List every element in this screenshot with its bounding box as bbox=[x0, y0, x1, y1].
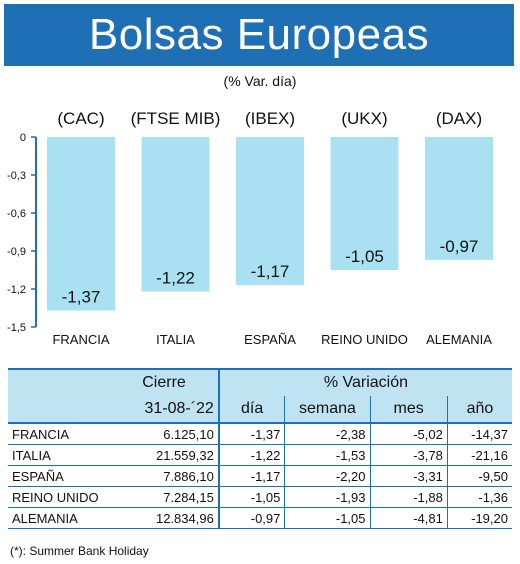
ano-cell: -1,36 bbox=[446, 486, 512, 508]
cierre-cell: 12.834,96 bbox=[110, 507, 219, 529]
bar bbox=[425, 137, 493, 260]
dia-cell: -1,22 bbox=[217, 444, 285, 466]
ano-cell: -14,37 bbox=[446, 423, 512, 445]
table-row: REINO UNIDO 7.284,15 -1,05 -1,93 -1,88 -1,36 bbox=[8, 486, 512, 508]
data-table-wrapper: Cierre % Variación 31-08-´22 día semana … bbox=[8, 368, 512, 529]
y-tick-label: -1,2 bbox=[7, 284, 26, 296]
semana-cell: -2,20 bbox=[284, 465, 371, 487]
empty-header-cell bbox=[8, 368, 111, 396]
bar bbox=[330, 137, 399, 270]
row-name: REINO UNIDO bbox=[8, 486, 111, 508]
value-label: -1,05 bbox=[345, 247, 384, 266]
semana-cell: -2,38 bbox=[284, 423, 371, 445]
mes-cell: -5,02 bbox=[369, 423, 448, 445]
semana-cell: -1,93 bbox=[284, 486, 371, 508]
y-tick-label: 0 bbox=[20, 132, 26, 144]
category-label: FRANCIA bbox=[52, 332, 109, 347]
index-label: (FTSE MIB) bbox=[131, 109, 221, 128]
table-row: ALEMANIA 12.834,96 -0,97 -1,05 -4,81 -19,20 bbox=[8, 507, 512, 529]
table-row: FRANCIA 6.125,10 -1,37 -2,38 -5,02 -14,37 bbox=[8, 423, 512, 445]
ano-cell: -19,20 bbox=[446, 507, 512, 529]
col-header-semana: semana bbox=[284, 396, 371, 424]
col-header-mes: mes bbox=[369, 396, 448, 424]
table-body: FRANCIA 6.125,10 -1,37 -2,38 -5,02 -14,37 ITAL… bbox=[8, 423, 512, 529]
row-name: ALEMANIA bbox=[8, 507, 111, 529]
cierre-cell: 7.284,15 bbox=[110, 486, 219, 508]
mes-cell: -4,81 bbox=[369, 507, 448, 529]
row-name: ESPAÑA bbox=[8, 465, 111, 487]
value-label: -0,97 bbox=[440, 237, 479, 256]
row-name: ITALIA bbox=[8, 444, 111, 466]
y-tick-label: -0,3 bbox=[7, 170, 26, 182]
footnote: (*): Summer Bank Holiday bbox=[10, 544, 149, 558]
table-row: ITALIA 21.559,32 -1,22 -1,53 -3,78 -21,16 bbox=[8, 444, 512, 466]
cierre-cell: 6.125,10 bbox=[110, 423, 219, 445]
dia-cell: -1,05 bbox=[217, 486, 285, 508]
value-label: -1,37 bbox=[62, 288, 101, 307]
variacion-group-header: % Variación bbox=[217, 368, 512, 396]
col-header-dia: día bbox=[217, 396, 285, 424]
semana-cell: -1,05 bbox=[284, 507, 371, 529]
cierre-cell: 7.886,10 bbox=[110, 465, 219, 487]
semana-cell: -1,53 bbox=[284, 444, 371, 466]
table-row: ESPAÑA 7.886,10 -1,17 -2,20 -3,31 -9,50 bbox=[8, 465, 512, 487]
chart-subtitle: (% Var. día) bbox=[223, 73, 297, 89]
index-label: (UKX) bbox=[341, 109, 387, 128]
category-label: ITALIA bbox=[156, 332, 195, 347]
bar bbox=[47, 137, 115, 311]
row-name: FRANCIA bbox=[8, 423, 111, 445]
page-title: Bolsas Europeas bbox=[88, 10, 430, 59]
y-tick-label: -0,6 bbox=[7, 208, 26, 220]
y-tick-label: -1,5 bbox=[7, 322, 26, 334]
dia-cell: -0,97 bbox=[217, 507, 285, 529]
data-table: Cierre % Variación 31-08-´22 día semana … bbox=[8, 368, 512, 529]
dia-cell: -1,37 bbox=[217, 423, 285, 445]
table-column-header-row: 31-08-´22 día semana mes año bbox=[8, 396, 512, 424]
index-label: (CAC) bbox=[57, 109, 104, 128]
value-label: -1,17 bbox=[251, 262, 290, 281]
title-banner: Bolsas Europeas bbox=[4, 4, 514, 66]
table-group-header-row: Cierre % Variación bbox=[8, 368, 512, 396]
category-label: ESPAÑA bbox=[244, 332, 296, 347]
col-header-ano: año bbox=[446, 396, 512, 424]
bar bbox=[141, 137, 210, 292]
index-label: (DAX) bbox=[436, 109, 482, 128]
y-tick-label: -0,9 bbox=[7, 246, 26, 258]
bar bbox=[236, 137, 304, 286]
category-label: REINO UNIDO bbox=[321, 332, 408, 347]
category-label: ALEMANIA bbox=[426, 332, 492, 347]
date-header: 31-08-´22 bbox=[110, 396, 219, 424]
dia-cell: -1,17 bbox=[217, 465, 285, 487]
bar-chart: 0 -0,3 -0,6 -0,9 -1,2 -1,5 (CAC) -1,37 FRANCIA (F… bbox=[7, 109, 493, 347]
value-label: -1,22 bbox=[156, 269, 195, 288]
mes-cell: -3,31 bbox=[369, 465, 448, 487]
mes-cell: -3,78 bbox=[369, 444, 448, 466]
index-label: (IBEX) bbox=[245, 109, 295, 128]
empty-header-cell bbox=[8, 396, 111, 424]
ano-cell: -9,50 bbox=[446, 465, 512, 487]
ano-cell: -21,16 bbox=[446, 444, 512, 466]
cierre-cell: 21.559,32 bbox=[110, 444, 219, 466]
cierre-group-header: Cierre bbox=[110, 368, 219, 396]
mes-cell: -1,88 bbox=[369, 486, 448, 508]
